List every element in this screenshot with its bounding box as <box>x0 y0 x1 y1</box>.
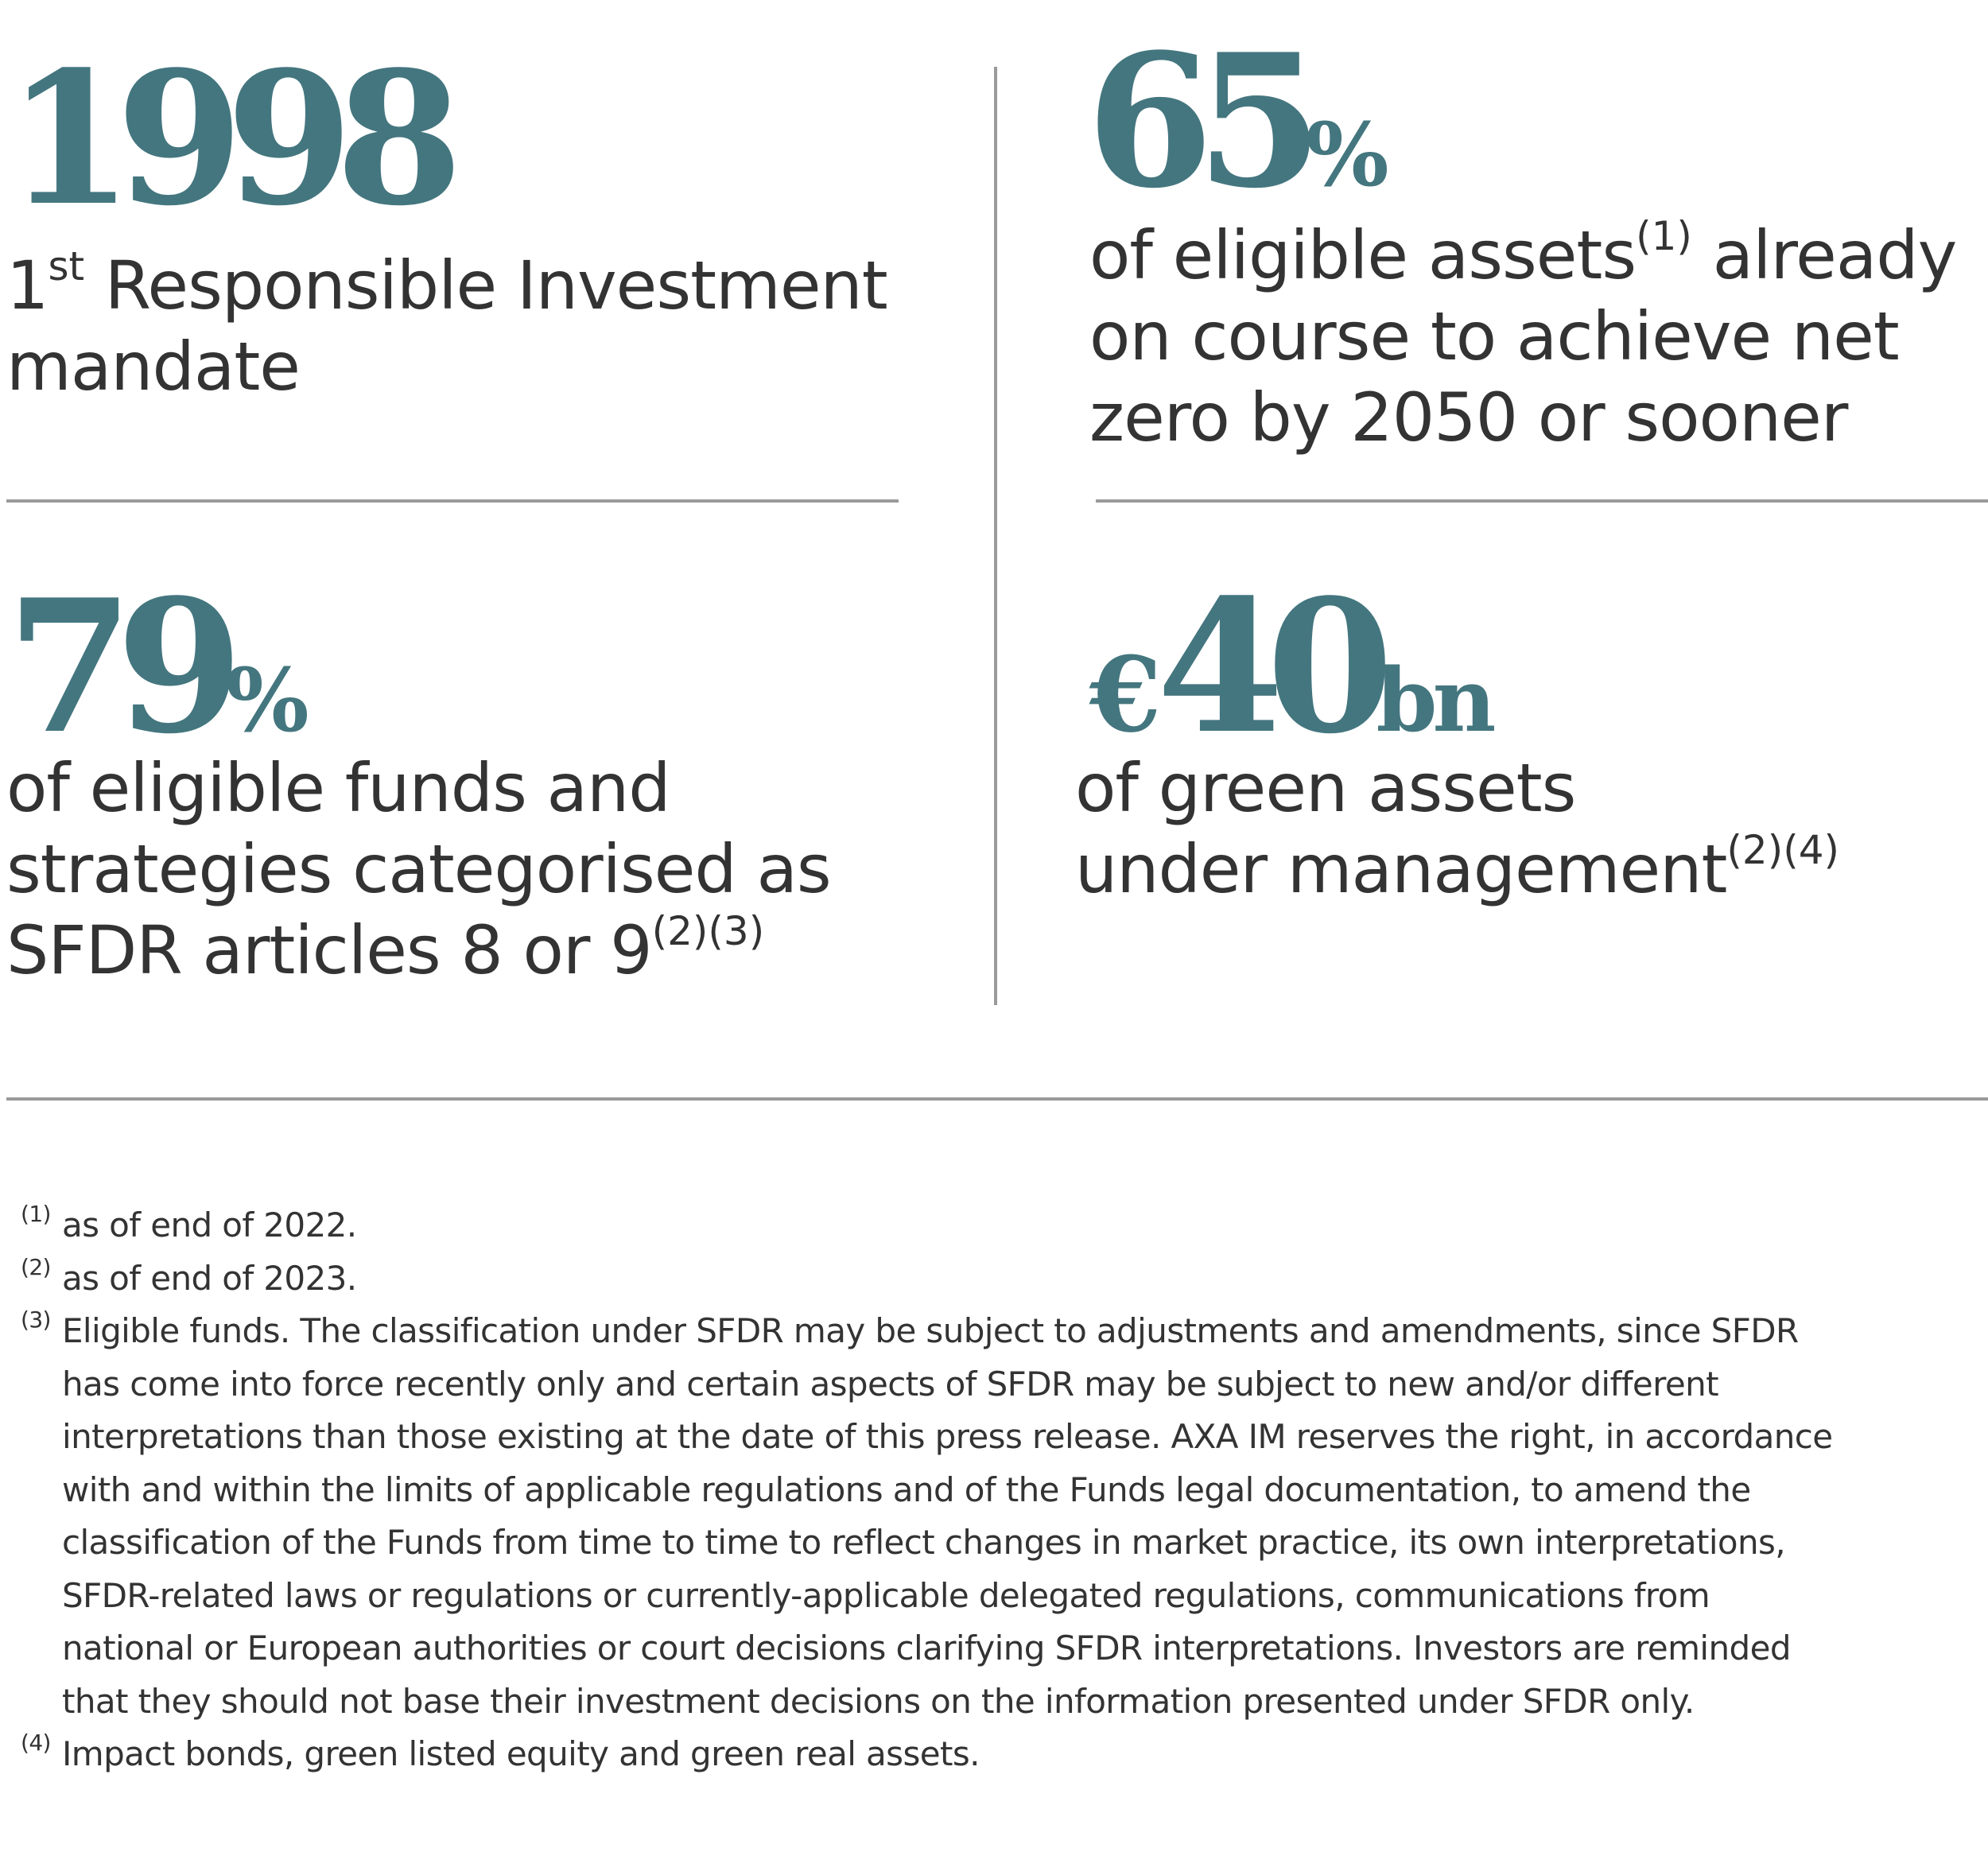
footnote-marker: (4) <box>21 1730 51 1756</box>
stat-65-label: of eligible assets(1) already on course … <box>1089 213 1957 456</box>
stat-79-figure: 79% <box>6 560 309 775</box>
footnote-marker: (2) <box>21 1253 51 1280</box>
divider-top-right <box>1096 499 1988 503</box>
stat-79-label: of eligible funds and strategies categor… <box>6 749 832 989</box>
footnotes: (1) as of end of 2022. (2) as of end of … <box>21 1199 1850 1781</box>
footnote-4: (4) Impact bonds, green listed equity an… <box>21 1728 1850 1781</box>
footnote-1: (1) as of end of 2022. <box>21 1199 1850 1252</box>
footnote-2: (2) as of end of 2023. <box>21 1252 1850 1306</box>
stat-40bn-figure: €40bn <box>1089 560 1496 775</box>
divider-vertical <box>994 67 997 1005</box>
footnote-3: (3) Eligible funds. The classification u… <box>21 1305 1850 1728</box>
stat-1998-figure: 1998 <box>6 32 463 247</box>
footnote-marker: (3) <box>21 1306 51 1333</box>
stat-40bn-label: of green assets under management(2)(4) <box>1075 749 1840 908</box>
divider-top-left <box>6 499 899 503</box>
stat-65-figure: 65% <box>1086 14 1389 229</box>
divider-bottom <box>6 1097 1988 1101</box>
footnote-marker: (1) <box>21 1201 51 1227</box>
stat-1998-label: 1st Responsible Investment mandate <box>6 243 888 406</box>
